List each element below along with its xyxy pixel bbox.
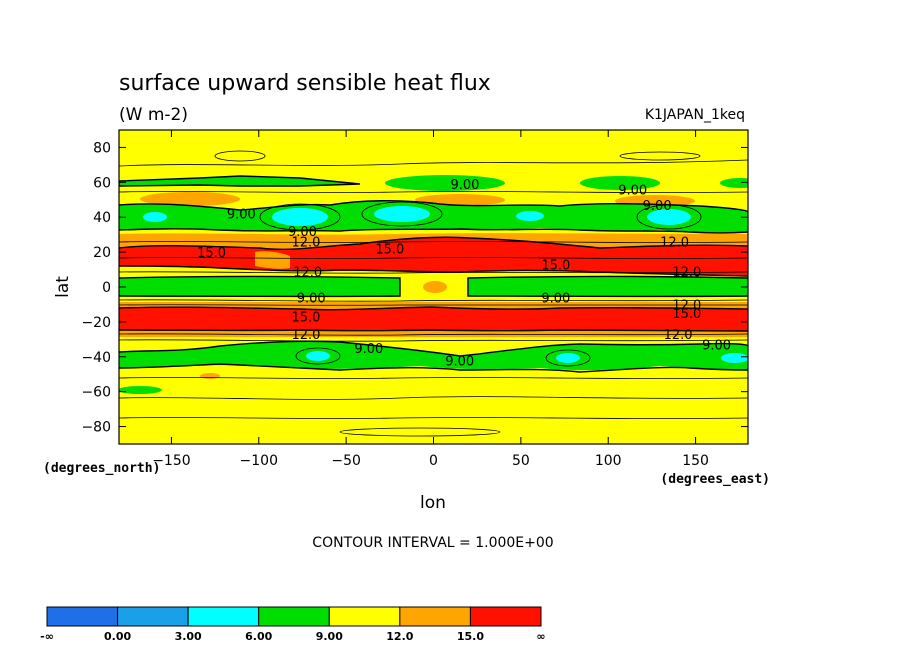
contour-label: 12.0 — [293, 265, 322, 280]
colorbar-swatch — [117, 606, 189, 627]
contour-label: 9.00 — [288, 225, 317, 240]
x-tick-label: 50 — [512, 453, 530, 469]
colorbar: -∞ 0.00 3.00 6.00 9.00 12.0 15.0 ∞ — [40, 606, 546, 643]
contour-label: 12.0 — [664, 328, 693, 343]
x-tick-label: −100 — [240, 453, 278, 469]
colorbar-label: 3.00 — [175, 630, 202, 643]
x-tick-label: 150 — [682, 453, 709, 469]
contour-label: 9.00 — [227, 208, 256, 223]
contour-label: 12.0 — [672, 298, 701, 313]
y-tick-label: 60 — [93, 175, 111, 191]
contour-label: 9.00 — [297, 291, 326, 306]
colorbar-label: 15.0 — [457, 630, 484, 643]
contour-interval-text: CONTOUR INTERVAL = 1.000E+00 — [312, 535, 553, 551]
x-axis-label: lon — [420, 493, 446, 513]
chart-title: surface upward sensible heat flux — [119, 71, 491, 96]
y-axis-ticks: −80 −60 −40 −20 0 20 40 60 80 — [81, 140, 748, 436]
contour-label: 15.0 — [375, 243, 404, 258]
colorbar-swatch — [469, 606, 542, 627]
contour-label: 9.00 — [643, 199, 672, 214]
contour-label: 12.0 — [660, 236, 689, 251]
contour-label: 15.0 — [197, 246, 226, 261]
y-units-label: (degrees_north) — [43, 461, 160, 476]
contour-label: 9.00 — [354, 342, 383, 357]
contour-label: 12.0 — [291, 328, 320, 343]
y-tick-label: 40 — [93, 210, 111, 226]
y-tick-label: 20 — [93, 245, 111, 261]
x-axis-ticks: −150 −100 −50 0 50 100 150 — [152, 130, 709, 469]
y-axis-label: lat — [53, 276, 73, 298]
colorbar-label: -∞ — [40, 630, 54, 643]
x-tick-label: −150 — [152, 453, 190, 469]
x-tick-label: 100 — [595, 453, 622, 469]
contour-label: 12.0 — [672, 265, 701, 280]
x-units-label: (degrees_east) — [660, 472, 770, 487]
colorbar-swatch — [46, 606, 119, 627]
colorbar-label: 9.00 — [316, 630, 343, 643]
y-tick-label: −80 — [81, 420, 111, 436]
run-name: K1JAPAN_1keq — [645, 107, 745, 123]
x-tick-label: 0 — [429, 453, 438, 469]
colorbar-label: 0.00 — [104, 630, 131, 643]
contour-label: 9.00 — [618, 183, 647, 198]
contour-label: 9.00 — [450, 178, 479, 193]
contour-label: 9.00 — [541, 291, 570, 306]
x-tick-label: −50 — [331, 453, 361, 469]
chart-units: (W m-2) — [119, 105, 188, 125]
contour-label: 15.0 — [672, 307, 701, 322]
colorbar-swatch — [258, 606, 330, 627]
contour-label: 9.00 — [445, 354, 474, 369]
contour-plot-area — [119, 130, 748, 444]
y-tick-label: 80 — [93, 140, 111, 156]
colorbar-label: 6.00 — [245, 630, 272, 643]
y-tick-label: −60 — [81, 385, 111, 401]
contour-label: 12.0 — [291, 236, 320, 251]
colorbar-swatch — [187, 606, 260, 627]
y-tick-label: −40 — [81, 350, 111, 366]
colorbar-swatch — [399, 606, 471, 627]
y-tick-label: −20 — [81, 315, 111, 331]
colorbar-label: ∞ — [536, 630, 545, 643]
contour-label: 9.00 — [702, 339, 731, 354]
y-tick-label: 0 — [102, 280, 111, 296]
contour-label: 15.0 — [291, 311, 320, 326]
contour-label: 15.0 — [541, 258, 570, 273]
colorbar-swatch — [328, 606, 401, 627]
colorbar-label: 12.0 — [386, 630, 413, 643]
